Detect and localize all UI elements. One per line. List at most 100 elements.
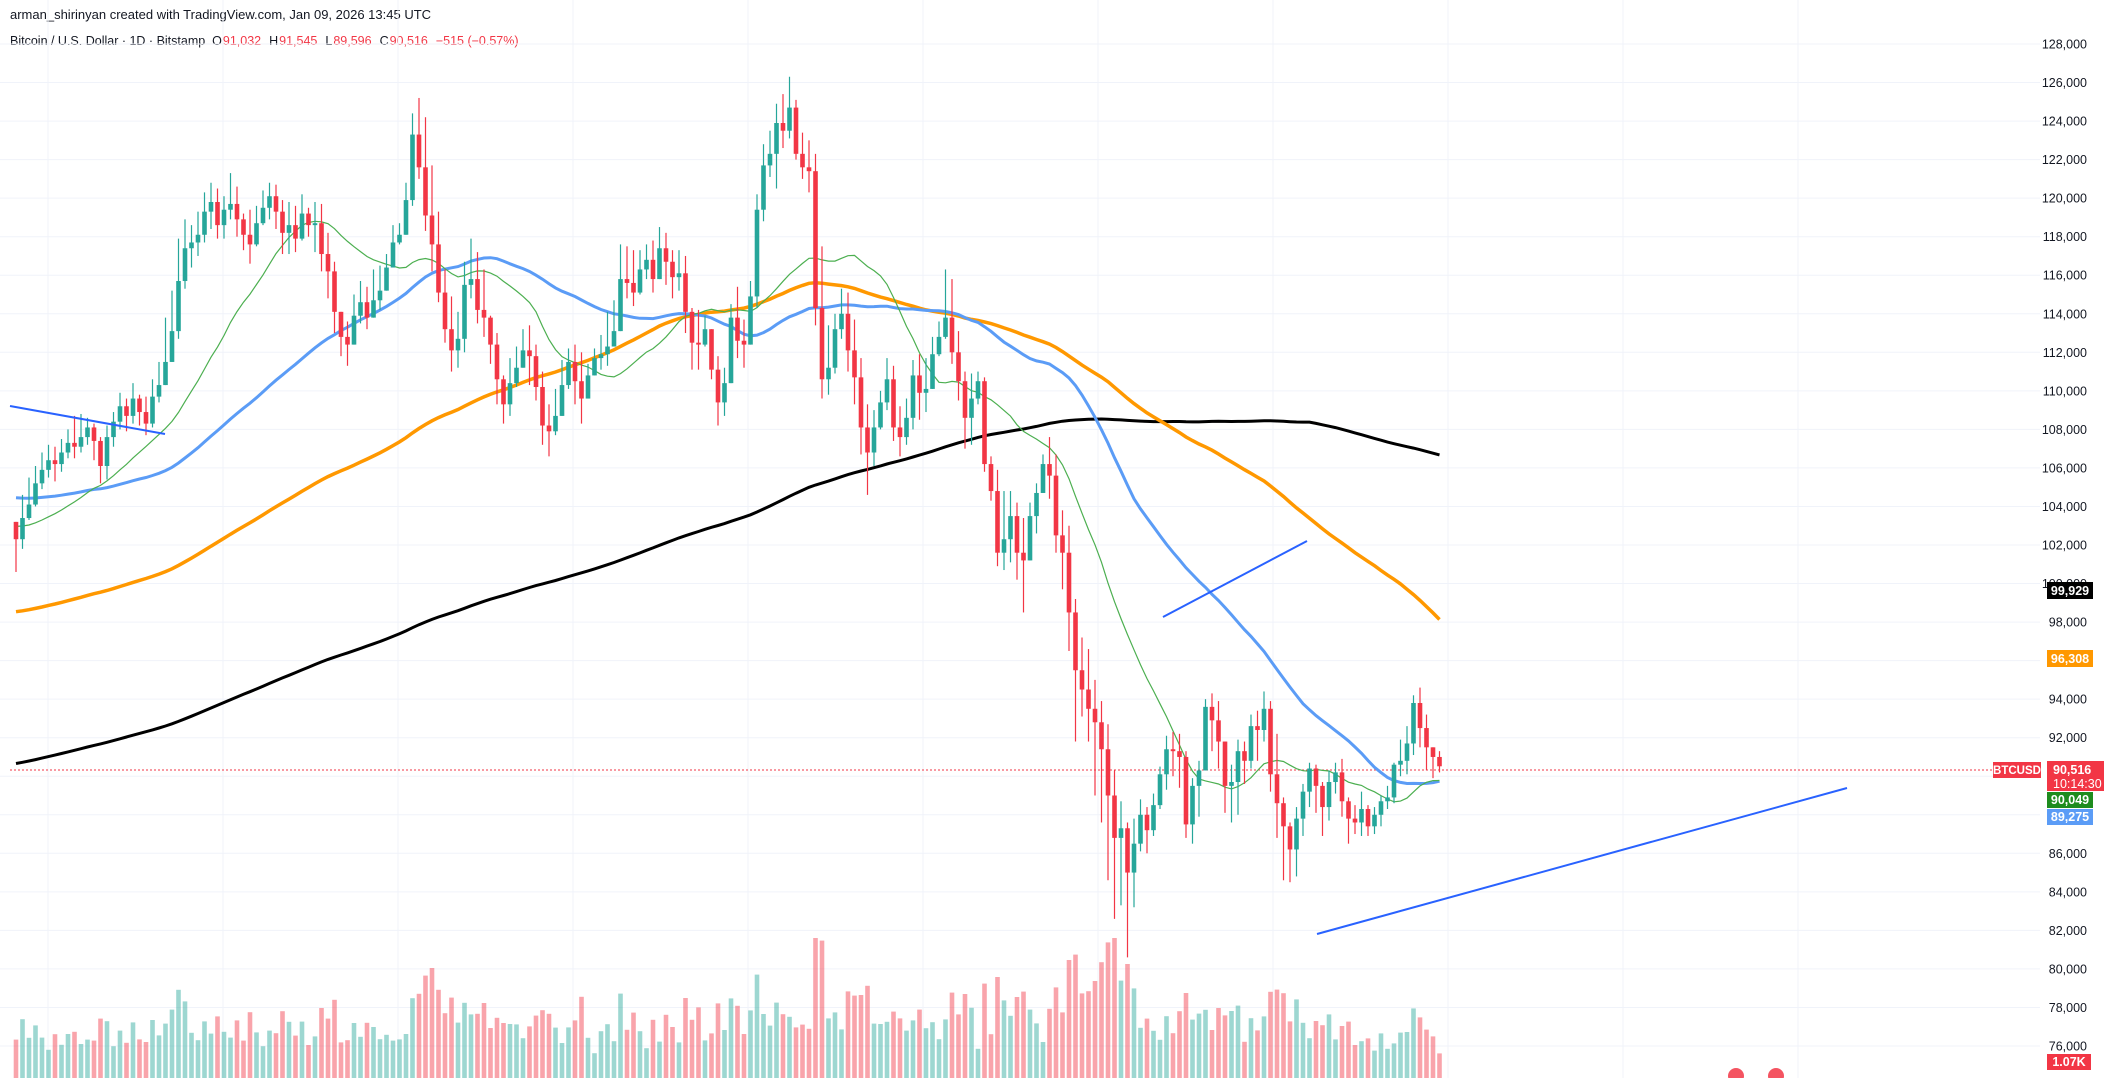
candle — [611, 300, 617, 347]
candle — [631, 250, 636, 307]
volume-bar — [299, 1021, 305, 1078]
candle — [754, 194, 760, 308]
candle — [1352, 805, 1358, 835]
volume-bar — [878, 1024, 883, 1078]
volume-bar — [1190, 1019, 1195, 1078]
candle-body — [754, 209, 760, 297]
trendline-bear-flag[interactable] — [1162, 540, 1308, 618]
volume-bar — [1430, 1036, 1436, 1078]
candle-body — [26, 504, 32, 519]
volume-bar — [358, 1036, 363, 1078]
candle-body — [1086, 689, 1091, 709]
candle-body — [878, 402, 883, 428]
candle — [416, 97, 422, 179]
candle — [332, 261, 337, 334]
candle — [793, 99, 799, 160]
candle — [943, 269, 948, 339]
candle-body — [1261, 708, 1267, 730]
volume-bar — [644, 1048, 649, 1078]
candle-body — [806, 167, 812, 172]
price-tick-label: 110,000 — [2043, 384, 2087, 398]
countdown-text: 10:14:30 — [2053, 777, 2102, 791]
volume-bar — [761, 1014, 766, 1078]
price-axis[interactable]: 128,000 126,000 124,000 122,000 120,000 118,0… — [2042, 38, 2087, 1054]
volume-bar — [715, 1003, 721, 1078]
symbol-tag-text: BTCUSD — [1993, 765, 2041, 777]
sma-orange-tag — [2047, 650, 2093, 667]
candle — [962, 371, 968, 449]
volume-bar — [832, 1012, 838, 1078]
candle — [572, 344, 578, 405]
candle-body — [1378, 801, 1384, 815]
candle — [1190, 778, 1195, 844]
candle-body — [403, 200, 409, 235]
volume-bar — [592, 1053, 597, 1078]
volume-bar — [904, 1030, 909, 1078]
last-price-tag — [2047, 761, 2104, 791]
volume-bar — [403, 1034, 409, 1078]
volume-bar — [169, 1009, 175, 1078]
volume-bar — [20, 1019, 25, 1078]
volume-bar — [98, 1018, 103, 1078]
price-tick-label: 92,000 — [2049, 731, 2087, 745]
candle-body — [1196, 770, 1202, 786]
volume-bar — [306, 1045, 311, 1078]
volume-bar — [546, 1013, 552, 1078]
candle — [1079, 637, 1085, 717]
volume-bar — [624, 1029, 630, 1078]
price-tick-label: 106,000 — [2042, 461, 2087, 475]
volume-bar — [1385, 1048, 1390, 1078]
candle-body — [20, 518, 25, 540]
candle — [956, 331, 961, 401]
candle — [982, 377, 987, 472]
volume-bar — [312, 1036, 318, 1078]
candle-body — [202, 211, 207, 235]
candle — [936, 321, 942, 357]
candle-body — [540, 386, 545, 426]
candle — [585, 363, 591, 399]
volume-bar — [163, 1023, 168, 1078]
candle — [494, 333, 500, 405]
trendlines[interactable] — [9, 405, 1848, 935]
candle — [1235, 739, 1241, 815]
candle — [871, 410, 877, 466]
candle — [33, 465, 38, 507]
candle — [1001, 491, 1007, 571]
volume-bar — [657, 1041, 662, 1078]
trendline-support[interactable] — [1316, 787, 1848, 935]
candle-body — [839, 313, 844, 330]
candle — [403, 182, 409, 235]
candle-body — [241, 219, 246, 235]
candle-body — [1066, 552, 1072, 613]
event-marker-icon[interactable] — [1728, 1068, 1744, 1078]
candle — [1131, 818, 1137, 908]
volume-bar — [897, 1018, 903, 1078]
candle — [605, 311, 610, 366]
candle — [1144, 807, 1150, 854]
sma-200-line — [15, 417, 1440, 765]
volume-bar — [533, 1015, 539, 1078]
candle-body — [1424, 728, 1429, 748]
candle — [787, 76, 792, 139]
candlesticks[interactable] — [13, 76, 1442, 958]
trendline-descending[interactable] — [9, 405, 166, 435]
event-marker-icon[interactable] — [1768, 1068, 1784, 1078]
candle-body — [858, 377, 864, 428]
candle — [520, 329, 526, 368]
candle — [891, 365, 896, 441]
volume-bar — [1281, 993, 1286, 1078]
volume-bar — [462, 1002, 467, 1078]
candle — [624, 246, 630, 299]
volume-bar — [286, 1021, 292, 1078]
candle-body — [1073, 612, 1078, 671]
candle — [1287, 822, 1293, 883]
candle-body — [39, 469, 45, 484]
volume-bar — [208, 1033, 214, 1078]
candle-body — [507, 383, 513, 405]
candle-body — [429, 215, 435, 245]
volume-bar — [650, 1019, 656, 1078]
candle — [650, 240, 656, 293]
candle — [969, 373, 974, 445]
volume-bar — [1372, 1050, 1377, 1078]
